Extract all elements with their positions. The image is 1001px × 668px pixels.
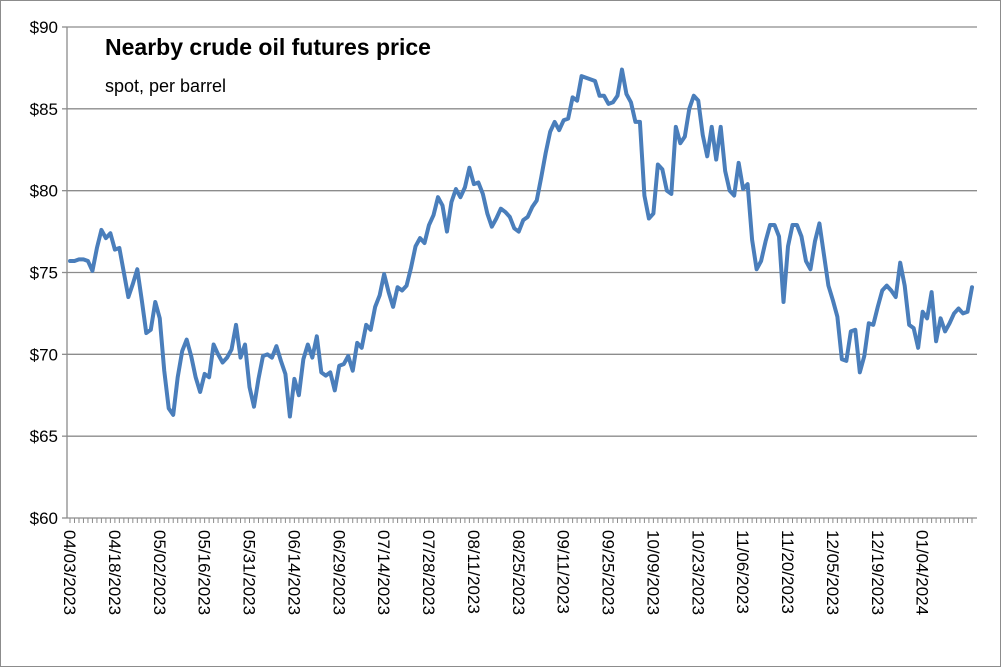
x-tick-label: 12/19/2023	[868, 530, 887, 615]
series-line	[68, 67, 974, 419]
x-tick-label: 04/03/2023	[60, 530, 79, 615]
x-axis-ticks: 04/03/2023 04/18/2023 05/02/2023 05/16/2023…	[60, 530, 932, 615]
x-tick-label: 06/14/2023	[284, 530, 303, 615]
y-tick-label: $70	[30, 345, 58, 364]
x-tick-label: 08/25/2023	[509, 530, 528, 615]
y-tick-label: $90	[30, 18, 58, 37]
x-tick-label: 07/14/2023	[374, 530, 393, 615]
x-tick-label: 10/09/2023	[643, 530, 662, 615]
chart-subtitle: spot, per barrel	[105, 76, 226, 96]
x-tick-label: 11/06/2023	[733, 530, 752, 614]
x-tick-label: 05/16/2023	[195, 530, 214, 615]
x-tick-label: 08/11/2023	[464, 530, 483, 614]
y-tick-label: $75	[30, 264, 58, 283]
x-tick-label: 11/20/2023	[778, 530, 797, 614]
x-tick-label: 05/02/2023	[150, 530, 169, 615]
x-tick-label: 05/31/2023	[240, 530, 259, 615]
x-tick-label: 06/29/2023	[329, 530, 348, 615]
x-tick-label: 12/05/2023	[823, 530, 842, 615]
x-axis	[66, 27, 977, 523]
x-tick-label: 09/25/2023	[599, 530, 618, 615]
y-tick-label: $80	[30, 182, 58, 201]
y-tick-label: $65	[30, 427, 58, 446]
y-tick-label: $85	[30, 100, 58, 119]
x-tick-label: 09/11/2023	[554, 530, 573, 614]
x-tick-label: 10/23/2023	[688, 530, 707, 615]
y-axis-ticks: $60 $65 $70 $75 $80 $85 $90	[30, 18, 67, 528]
chart-title: Nearby crude oil futures price	[105, 34, 431, 60]
y-tick-label: $60	[30, 509, 58, 528]
x-tick-label: 07/28/2023	[419, 530, 438, 615]
x-tick-label: 01/04/2024	[913, 530, 932, 615]
x-tick-label: 04/18/2023	[105, 530, 124, 615]
